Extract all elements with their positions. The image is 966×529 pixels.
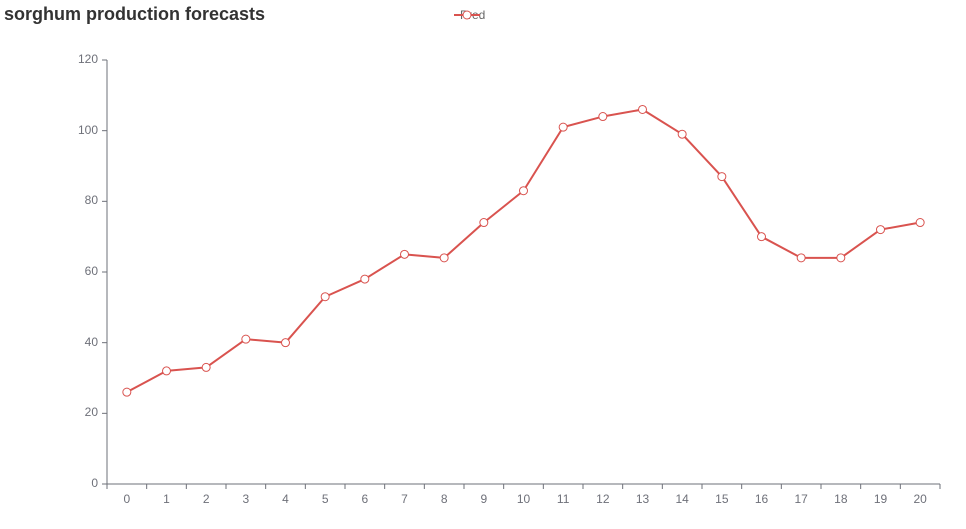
x-tick-label: 9: [472, 492, 496, 506]
x-tick-label: 8: [432, 492, 456, 506]
x-tick-label: 1: [155, 492, 179, 506]
x-tick-label: 15: [710, 492, 734, 506]
x-tick-label: 2: [194, 492, 218, 506]
x-tick-label: 12: [591, 492, 615, 506]
x-tick-label: 18: [829, 492, 853, 506]
y-tick-label: 100: [68, 123, 98, 137]
x-tick-label: 0: [115, 492, 139, 506]
x-tick-label: 11: [551, 492, 575, 506]
x-tick-label: 6: [353, 492, 377, 506]
x-tick-label: 5: [313, 492, 337, 506]
y-tick-label: 20: [68, 405, 98, 419]
chart-svg: [0, 0, 966, 529]
x-tick-label: 14: [670, 492, 694, 506]
y-tick-label: 40: [68, 335, 98, 349]
x-tick-label: 13: [631, 492, 655, 506]
x-tick-label: 19: [869, 492, 893, 506]
x-tick-label: 16: [750, 492, 774, 506]
y-tick-label: 60: [68, 264, 98, 278]
chart-container: sorghum production forecasts Pred 020406…: [0, 0, 966, 529]
y-tick-label: 0: [68, 476, 98, 490]
y-tick-label: 120: [68, 52, 98, 66]
x-tick-label: 10: [512, 492, 536, 506]
x-tick-label: 20: [908, 492, 932, 506]
y-tick-label: 80: [68, 193, 98, 207]
x-tick-label: 7: [393, 492, 417, 506]
x-tick-label: 3: [234, 492, 258, 506]
x-tick-label: 4: [274, 492, 298, 506]
x-tick-label: 17: [789, 492, 813, 506]
